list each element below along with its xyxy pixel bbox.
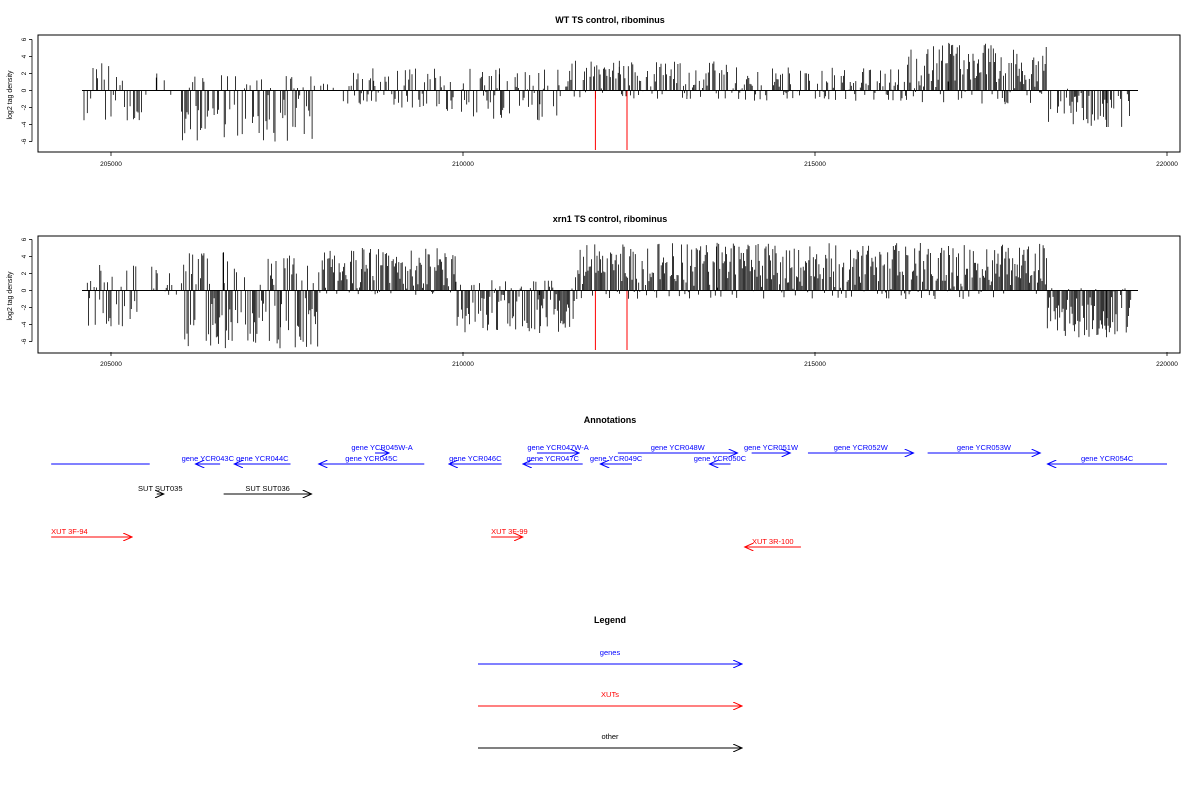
annotations-title: Annotations <box>584 415 637 425</box>
xrn1-y-tick-label: -4 <box>21 321 28 327</box>
feature-label: gene YCR046C <box>449 454 502 463</box>
wt-bars <box>83 42 1130 142</box>
xrn1-panel: xrn1 TS control, ribominus log2 tag dens… <box>7 214 1181 368</box>
legend-items: genes XUTs other <box>478 648 742 748</box>
feature-label: XUT 3F-94 <box>51 527 88 536</box>
legend-label: other <box>601 732 619 741</box>
xrn1-y-tick-label: 4 <box>21 254 28 258</box>
feature-label: gene YCR054C <box>1081 454 1134 463</box>
feature-label: gene YCR047C <box>527 454 580 463</box>
xrn1-panel-title: xrn1 TS control, ribominus <box>553 214 668 224</box>
wt-plot-frame <box>37 34 1181 153</box>
wt-y-axis-label: log2 tag density <box>7 70 14 120</box>
wt-x-tick-label: 220000 <box>1156 161 1178 168</box>
feature-label: gene YCR052W <box>834 443 889 452</box>
feature-label: gene YCR047W-A <box>527 443 588 452</box>
wt-markers <box>594 90 628 150</box>
xrn1-y-tick-label: 2 <box>21 271 28 275</box>
xrn1-y-tick-label: -2 <box>21 304 28 310</box>
xrn1-y-axis-label: log2 tag density <box>7 271 14 321</box>
wt-x-axis: 205000 210000 215000 220000 <box>100 152 1178 168</box>
feature-label: SUT SUT036 <box>245 484 289 493</box>
annotations-panel: Annotations gene YCR043C gene YCR044C gene… <box>51 415 1167 547</box>
feature-label: gene YCR043C <box>182 454 235 463</box>
xrn1-plot-frame <box>37 235 1181 354</box>
xrn1-x-tick-label: 210000 <box>452 361 474 368</box>
feature-label: gene YCR048W <box>651 443 706 452</box>
wt-y-tick-label: 6 <box>21 37 28 41</box>
legend-panel: Legend genes XUTs other <box>478 615 742 748</box>
wt-panel: WT TS control, ribominus log2 tag densit… <box>7 15 1181 168</box>
xrn1-y-tick-label: -6 <box>21 338 28 344</box>
wt-y-tick-label: 4 <box>21 54 28 58</box>
annotation-features: gene YCR043C gene YCR044C gene YCR045C gene… <box>51 443 1167 547</box>
xrn1-markers <box>594 290 628 350</box>
feature-label: gene YCR049C <box>590 454 643 463</box>
wt-y-tick-label: -6 <box>21 138 28 144</box>
xrn1-y-tick-label: 6 <box>21 237 28 241</box>
legend-label: genes <box>600 648 621 657</box>
wt-y-axis: 6 4 2 0 -2 -4 -6 <box>21 37 33 144</box>
wt-y-tick-label: 0 <box>21 88 28 92</box>
wt-y-tick-label: -4 <box>21 121 28 127</box>
wt-y-tick-label: 2 <box>21 71 28 75</box>
wt-panel-title: WT TS control, ribominus <box>555 15 665 25</box>
legend-title: Legend <box>594 615 626 625</box>
feature-label: gene YCR045C <box>345 454 398 463</box>
wt-x-tick-label: 210000 <box>452 161 474 168</box>
xrn1-y-axis: 6 4 2 0 -2 -4 -6 <box>21 237 33 344</box>
feature-label: XUT 3F-99 <box>491 527 528 536</box>
xrn1-x-tick-label: 205000 <box>100 361 122 368</box>
xrn1-bars <box>86 242 1132 349</box>
feature-label: gene YCR051W <box>744 443 799 452</box>
xrn1-x-tick-label: 220000 <box>1156 361 1178 368</box>
feature-label: gene YCR045W-A <box>351 443 412 452</box>
wt-x-tick-label: 215000 <box>804 161 826 168</box>
feature-label: gene YCR053W <box>957 443 1012 452</box>
wt-y-tick-label: -2 <box>21 104 28 110</box>
feature-label: gene YCR050C <box>694 454 747 463</box>
legend-label: XUTs <box>601 690 619 699</box>
xrn1-x-tick-label: 215000 <box>804 361 826 368</box>
feature-label: SUT SUT035 <box>138 484 182 493</box>
xrn1-y-tick-label: 0 <box>21 288 28 292</box>
wt-x-tick-label: 205000 <box>100 161 122 168</box>
feature-label: gene YCR044C <box>236 454 289 463</box>
feature-label: XUT 3R-100 <box>752 537 794 546</box>
xrn1-x-axis: 205000 210000 215000 220000 <box>100 352 1178 368</box>
